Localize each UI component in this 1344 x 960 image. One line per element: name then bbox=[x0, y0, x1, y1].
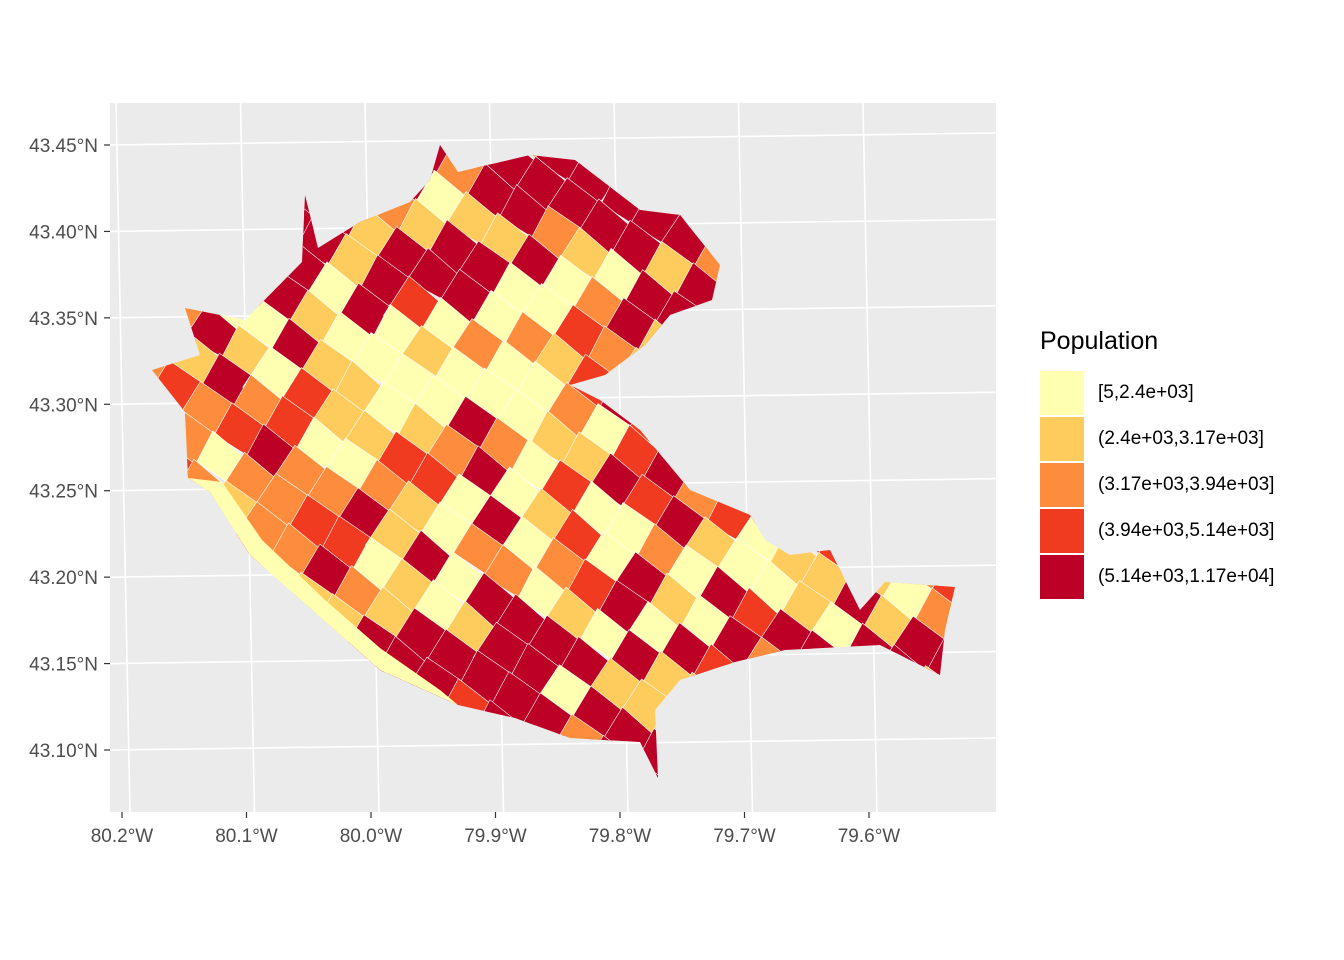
y-tick-label: 43.20°N bbox=[29, 568, 98, 589]
legend-swatch bbox=[1040, 371, 1084, 415]
legend-label: [5,2.4e+03] bbox=[1098, 382, 1194, 403]
y-tick-label: 43.15°N bbox=[29, 655, 98, 676]
legend-label: (3.94e+03,5.14e+03] bbox=[1098, 520, 1275, 541]
meridian-gridline bbox=[737, 102, 754, 813]
x-tick-label: 80.0°W bbox=[340, 826, 403, 847]
y-tick-label: 43.45°N bbox=[29, 136, 98, 157]
legend-item: (3.94e+03,5.14e+03] bbox=[1040, 508, 1274, 554]
x-tick-label: 79.7°W bbox=[713, 826, 776, 847]
x-tick-label: 79.9°W bbox=[464, 826, 527, 847]
x-tick-label: 79.6°W bbox=[838, 826, 901, 847]
legend-title: Population bbox=[1040, 327, 1159, 355]
parallel-gridline bbox=[109, 737, 997, 751]
x-tick-label: 80.1°W bbox=[215, 826, 278, 847]
legend-item: (2.4e+03,3.17e+03] bbox=[1040, 416, 1274, 462]
legend-swatch bbox=[1040, 417, 1084, 461]
y-tick-label: 43.30°N bbox=[29, 395, 98, 416]
legend-item: [5,2.4e+03] bbox=[1040, 370, 1274, 416]
axis-ticks: 80.2°W 80.1°W 80.0°W 79.9°W 79.8°W 79.7°W 79.6… bbox=[29, 136, 900, 847]
legend-swatch bbox=[1040, 463, 1084, 507]
legend-label: (5.14e+03,1.17e+04] bbox=[1098, 566, 1275, 587]
legend-swatch bbox=[1040, 509, 1084, 553]
legend-item: (5.14e+03,1.17e+04] bbox=[1040, 554, 1274, 600]
shoreline-tract bbox=[188, 478, 458, 705]
y-tick-label: 43.10°N bbox=[29, 741, 98, 762]
legend-items: [5,2.4e+03] (2.4e+03,3.17e+03] (3.17e+03… bbox=[1040, 370, 1274, 600]
x-tick-label: 80.2°W bbox=[91, 826, 154, 847]
x-tick-label: 79.8°W bbox=[589, 826, 652, 847]
y-tick-label: 43.25°N bbox=[29, 482, 98, 503]
y-tick-label: 43.35°N bbox=[29, 309, 98, 330]
legend-item: (3.17e+03,3.94e+03] bbox=[1040, 462, 1274, 508]
legend: Population [5,2.4e+03] (2.4e+03,3.17e+03… bbox=[1040, 326, 1274, 600]
legend-label: (2.4e+03,3.17e+03] bbox=[1098, 428, 1264, 449]
parallel-gridline bbox=[109, 132, 997, 146]
meridian-gridline bbox=[115, 102, 131, 813]
y-tick-label: 43.40°N bbox=[29, 222, 98, 243]
legend-label: (3.17e+03,3.94e+03] bbox=[1098, 474, 1275, 495]
legend-swatch bbox=[1040, 555, 1084, 599]
